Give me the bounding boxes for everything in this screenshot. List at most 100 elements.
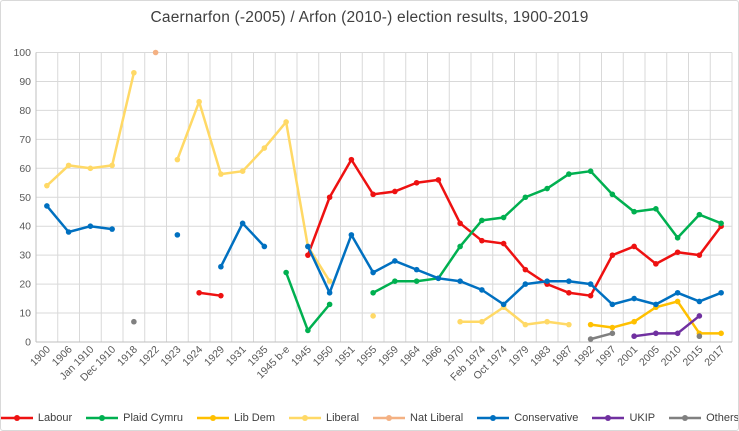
x-tick-label: 1964 [398, 344, 423, 369]
data-point-lib-dem [718, 330, 724, 337]
data-point-labour [326, 194, 333, 201]
y-tick-label: 60 [19, 163, 31, 175]
data-point-conservative [109, 226, 115, 232]
x-tick-label: 2015 [680, 344, 705, 369]
y-tick-label: 0 [25, 337, 31, 349]
data-point-ukip [674, 330, 681, 337]
data-point-plaid-cymru [587, 168, 594, 174]
data-point-conservative [566, 278, 572, 285]
y-tick-label: 30 [19, 250, 31, 262]
legend-label: Nat Liberal [410, 412, 464, 424]
legend-item-others: Others [668, 412, 739, 424]
series-line-labour [306, 158, 723, 297]
data-point-conservative [544, 278, 550, 285]
data-point-conservative [305, 243, 311, 250]
x-tick-label: 1900 [28, 344, 53, 369]
x-tick-label: 1979 [506, 344, 531, 369]
data-point-labour [370, 191, 376, 198]
legend-label: Others [706, 412, 739, 424]
data-point-plaid-cymru [522, 194, 529, 201]
y-tick-label: 100 [13, 47, 31, 59]
legend-item-lib-dem: Lib Dem [196, 412, 275, 424]
data-point-lib-dem [609, 324, 616, 331]
x-tick-label: 2001 [615, 344, 640, 369]
data-point-plaid-cymru [674, 234, 681, 241]
data-point-liberal [370, 313, 376, 319]
data-point-conservative [370, 269, 376, 276]
y-tick-label: 40 [19, 221, 31, 233]
data-point-labour [587, 292, 594, 299]
data-point-conservative [435, 275, 442, 282]
data-point-lib-dem [587, 321, 594, 328]
x-tick-label: 1959 [376, 344, 401, 369]
data-point-ukip [631, 333, 637, 340]
data-point-plaid-cymru [283, 269, 289, 276]
legend-label: Lib Dem [234, 412, 275, 424]
legend-swatch [1, 415, 33, 421]
x-tick-label: 1918 [115, 344, 140, 369]
series-line-ukip [632, 314, 701, 338]
data-point-conservative [174, 232, 181, 238]
data-point-liberal [218, 171, 224, 177]
data-point-ukip [653, 330, 659, 337]
x-tick-label: 1929 [202, 344, 227, 369]
data-point-conservative [239, 220, 246, 227]
legend-item-liberal: Liberal [288, 412, 359, 424]
data-point-conservative [609, 301, 616, 308]
data-point-liberal [479, 318, 485, 325]
data-point-labour [196, 289, 202, 296]
x-tick-label: 1997 [593, 344, 618, 369]
data-point-conservative [392, 258, 398, 264]
x-tick-label: 1983 [528, 344, 553, 369]
legend-swatch [86, 415, 119, 421]
series-line-conservative [45, 204, 114, 234]
data-point-plaid-cymru [566, 171, 572, 177]
y-tick-label: 50 [19, 192, 31, 204]
data-point-liberal [261, 145, 268, 151]
data-point-plaid-cymru [305, 327, 311, 334]
x-tick-label: 1987 [550, 344, 575, 369]
data-point-liberal [109, 162, 115, 169]
chart-title: Caernarfon (-2005) / Arfon (2010-) elect… [150, 9, 589, 26]
data-point-liberal [326, 278, 333, 285]
data-point-others [609, 330, 616, 337]
x-tick-label: 2005 [637, 344, 662, 369]
x-tick-label: 2017 [702, 344, 727, 369]
data-point-liberal [87, 165, 94, 172]
data-point-conservative [87, 223, 94, 229]
data-point-labour [435, 177, 442, 183]
legend-label: UKIP [629, 412, 656, 424]
data-point-conservative [44, 203, 50, 209]
legend-item-nat-liberal: Nat Liberal [372, 412, 463, 424]
data-point-ukip [696, 313, 703, 319]
x-tick-label: 1966 [419, 344, 444, 369]
data-point-conservative [587, 281, 594, 287]
y-tick-label: 90 [19, 76, 31, 88]
series-line-conservative [306, 233, 723, 306]
legend-swatch [592, 415, 625, 421]
data-point-conservative [696, 298, 703, 305]
data-point-liberal [239, 168, 246, 174]
x-tick-label: 1922 [137, 344, 162, 369]
data-point-labour [674, 249, 681, 256]
legend-label: Liberal [326, 412, 360, 424]
chart-legend: Labour Plaid Cymru Lib Dem Liberal Nat Liber… [1, 412, 738, 424]
legend-label: Plaid Cymru [123, 412, 184, 424]
legend-item-plaid-cymru: Plaid Cymru [85, 412, 183, 424]
data-point-labour [609, 252, 616, 258]
data-point-labour [631, 243, 637, 250]
legend-swatch [669, 415, 702, 421]
x-tick-label: 1950 [311, 344, 336, 369]
data-point-plaid-cymru [413, 278, 420, 285]
data-point-conservative [631, 295, 637, 302]
data-point-plaid-cymru [718, 220, 724, 227]
data-point-liberal [44, 182, 50, 189]
x-tick-label: 1992 [572, 344, 597, 369]
series-line-conservative [219, 222, 266, 268]
data-point-lib-dem [674, 298, 681, 305]
data-point-labour [218, 292, 224, 299]
data-point-conservative [218, 263, 224, 270]
x-tick-label: 1945 [289, 344, 314, 369]
data-point-liberal [196, 98, 202, 105]
data-point-labour [348, 156, 355, 163]
